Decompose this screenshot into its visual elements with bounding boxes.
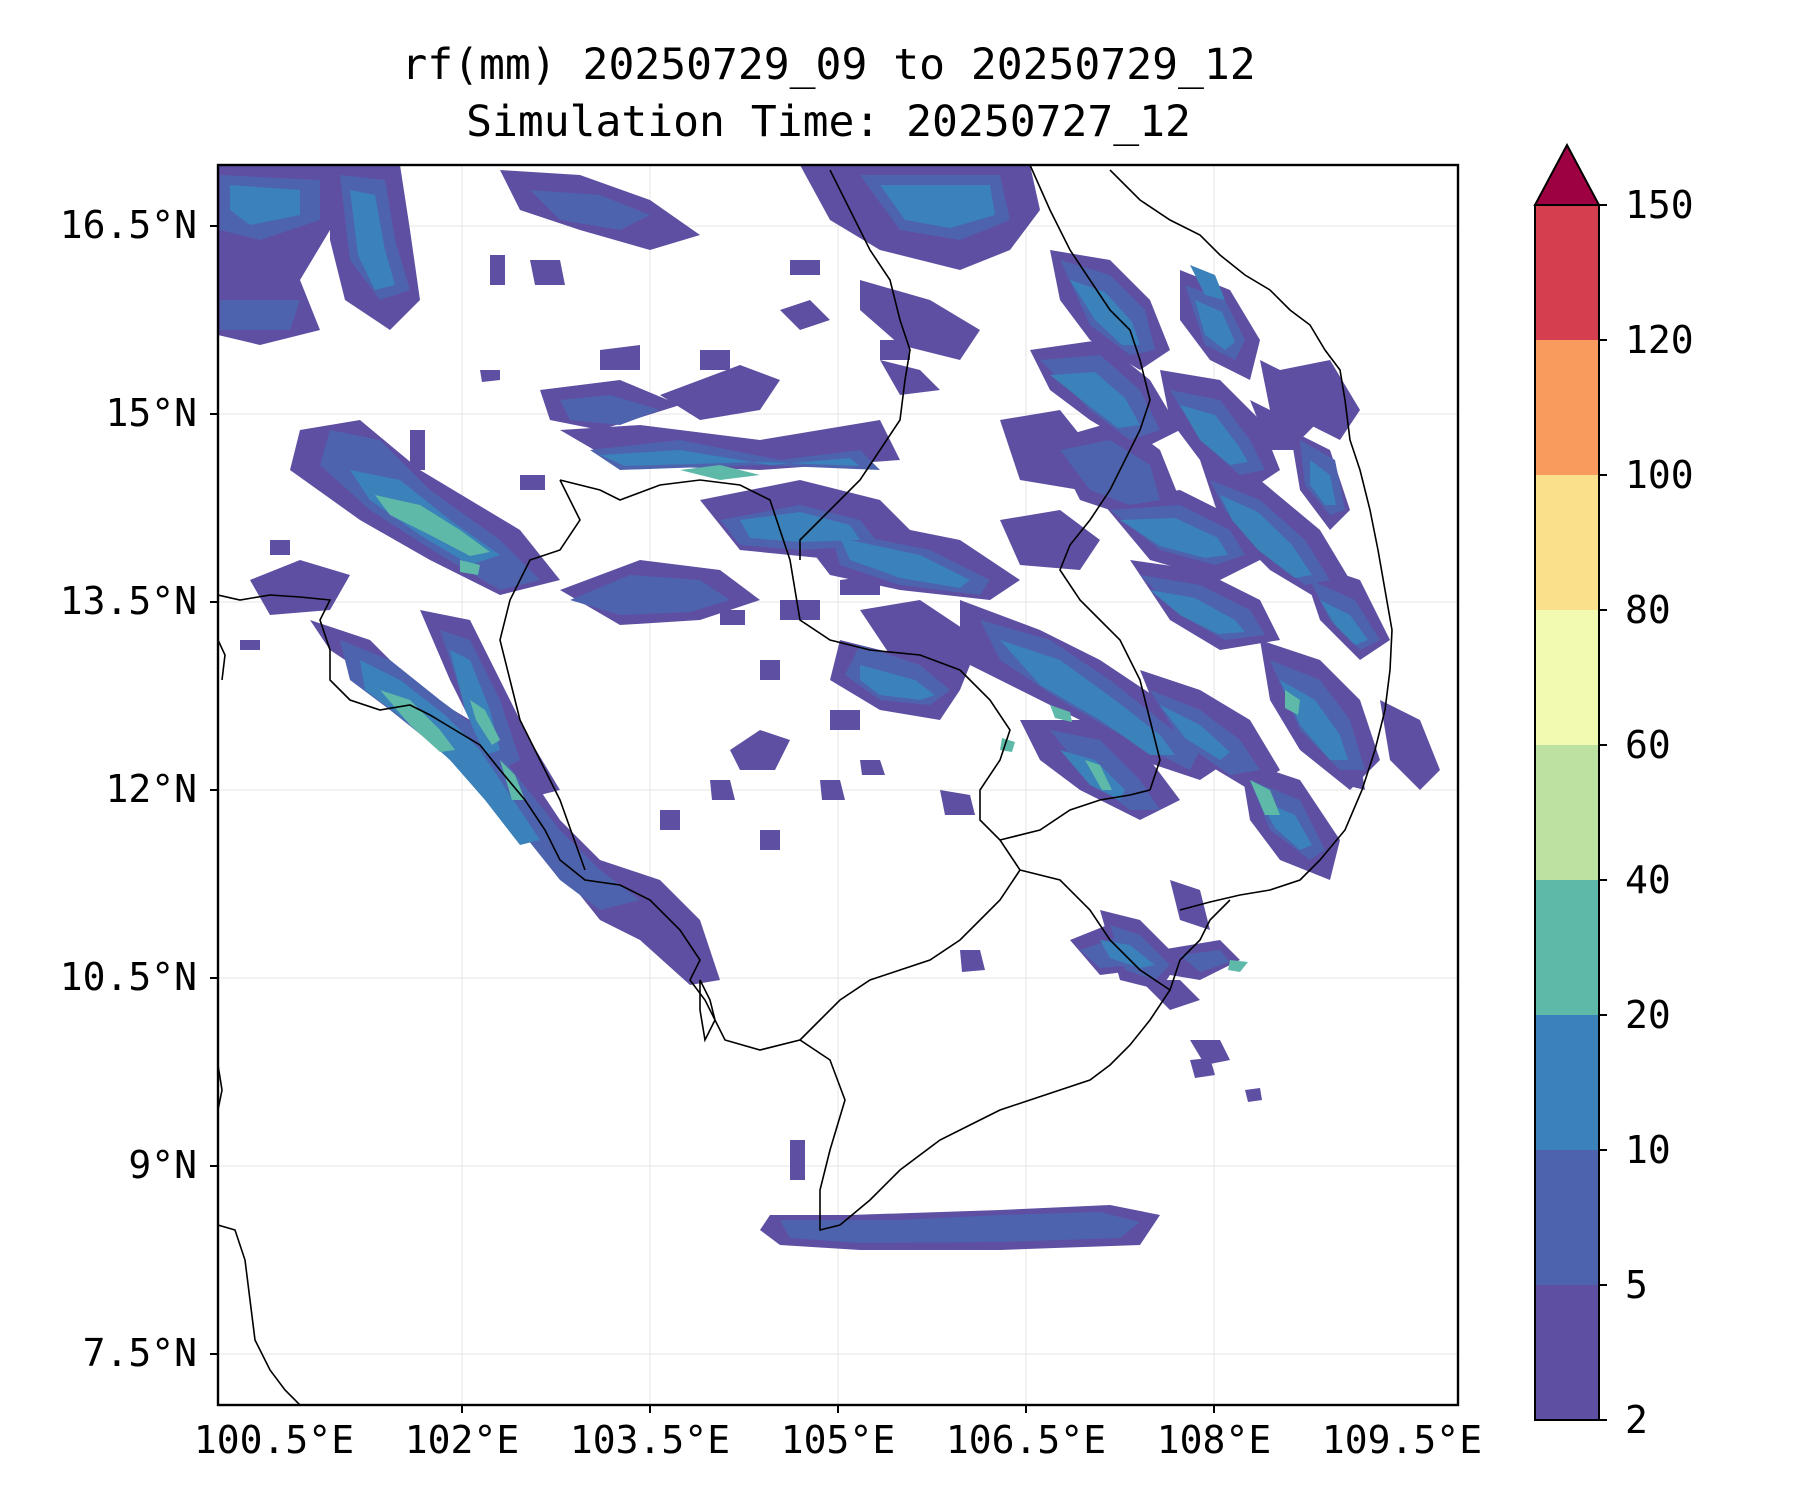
lat-label-9: 9°N bbox=[128, 1143, 197, 1187]
border-thailand-laos bbox=[499, 479, 586, 871]
border-thailand-cambodia bbox=[559, 479, 961, 671]
lat-label-10-5: 10.5°N bbox=[59, 955, 197, 999]
colorbar bbox=[1533, 142, 1607, 1421]
colorbar-segment-10-20 bbox=[1535, 1015, 1599, 1150]
lat-label-15: 15°N bbox=[105, 391, 197, 435]
colorbar-segment-60-80 bbox=[1535, 610, 1599, 745]
lon-label-102: 102°E bbox=[404, 1418, 520, 1462]
lon-label-108: 108°E bbox=[1156, 1418, 1272, 1462]
coastline-vietnam bbox=[1109, 169, 1393, 911]
lon-label-109-5: 109.5°E bbox=[1321, 1418, 1483, 1462]
border-laos-vietnam bbox=[1029, 165, 1161, 791]
colorbar-segment-2-5 bbox=[1535, 1285, 1599, 1420]
colorbar-label-150: 150 bbox=[1625, 183, 1694, 227]
colorbar-label-60: 60 bbox=[1625, 723, 1671, 767]
lat-label-13-5: 13.5°N bbox=[59, 579, 197, 623]
colorbar-label-10: 10 bbox=[1625, 1128, 1671, 1172]
colorbar-frame bbox=[1534, 204, 1600, 1421]
colorbar-segment-120-150 bbox=[1535, 205, 1599, 340]
colorbar-extend-max-triangle bbox=[1533, 142, 1601, 206]
colorbar-segment-100-120 bbox=[1535, 340, 1599, 475]
border-laos-cambodia bbox=[799, 169, 911, 560]
colorbar-segment-80-100 bbox=[1535, 475, 1599, 610]
colorbar-label-20: 20 bbox=[1625, 993, 1671, 1037]
map-title-line2: Simulation Time: 20250727_12 bbox=[466, 97, 1191, 147]
colorbar-label-120: 120 bbox=[1625, 318, 1694, 362]
lon-label-105: 105°E bbox=[780, 1418, 896, 1462]
lat-label-12: 12°N bbox=[105, 767, 197, 811]
colorbar-label-80: 80 bbox=[1625, 588, 1671, 632]
colorbar-segment-40-60 bbox=[1535, 745, 1599, 880]
map-panel bbox=[210, 163, 1460, 1413]
colorbar-segment-20-40 bbox=[1535, 880, 1599, 1015]
colorbar-segment-5-10 bbox=[1535, 1150, 1599, 1285]
lat-label-16-5: 16.5°N bbox=[59, 203, 197, 247]
lon-label-100-5: 100.5°E bbox=[193, 1418, 355, 1462]
coastline-gulf-thailand bbox=[218, 594, 1181, 1232]
coast-detail-1 bbox=[1179, 899, 1231, 961]
coast-island-phuquoc bbox=[699, 979, 716, 1043]
colorbar-ticks bbox=[1599, 204, 1607, 1421]
lon-label-106-5: 106.5°E bbox=[945, 1418, 1107, 1462]
coastline-west-2 bbox=[218, 1064, 223, 1111]
coastline-west bbox=[218, 639, 226, 681]
axis-ticks bbox=[210, 225, 1215, 1413]
river-mekong bbox=[1019, 869, 1171, 991]
rainfall-contours bbox=[218, 165, 1440, 1250]
map-title-line1: rf(mm) 20250729_09 to 20250729_12 bbox=[401, 40, 1256, 90]
coastlines-borders bbox=[218, 165, 1393, 1405]
coastline-malay-peninsula bbox=[218, 1224, 301, 1405]
colorbar-label-100: 100 bbox=[1625, 453, 1694, 497]
colorbar-label-5: 5 bbox=[1625, 1263, 1648, 1307]
border-south bbox=[999, 789, 1151, 841]
rain-band-20-40 bbox=[375, 465, 1300, 972]
colorbar-label-2: 2 bbox=[1625, 1398, 1648, 1442]
colorbar-label-40: 40 bbox=[1625, 858, 1671, 902]
border-cambodia-vietnam bbox=[799, 669, 1021, 1041]
lon-label-103-5: 103.5°E bbox=[569, 1418, 731, 1462]
lat-label-7-5: 7.5°N bbox=[82, 1331, 197, 1375]
